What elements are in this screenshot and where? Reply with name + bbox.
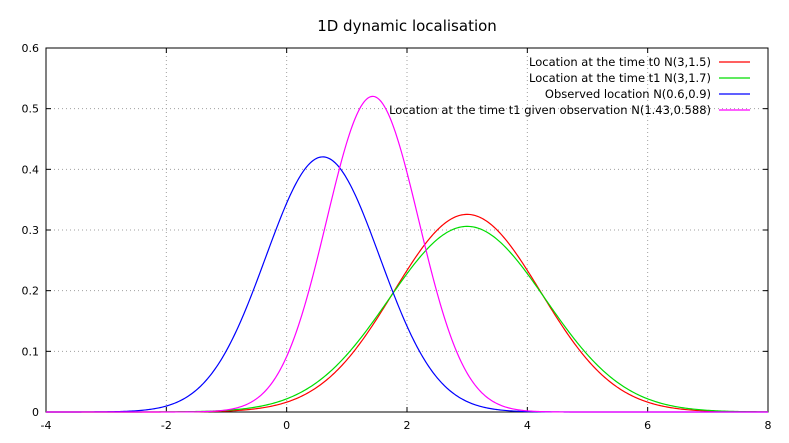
legend-label-3: Location at the time t1 given observatio… (389, 103, 711, 117)
series-lines (46, 95, 769, 413)
x-tick-label: -2 (161, 419, 172, 432)
legend-label-1: Location at the time t1 N(3,1.7) (529, 71, 711, 85)
y-tick-label: 0.5 (22, 103, 40, 116)
x-tick-label: 2 (404, 419, 411, 432)
legend: Location at the time t0 N(3,1.5) Location… (389, 55, 750, 117)
x-tick-label: 8 (765, 419, 772, 432)
series-line-3 (46, 95, 768, 413)
legend-label-2: Observed location N(0.6,0.9) (545, 87, 711, 101)
y-tick-label: 0.1 (22, 345, 40, 358)
x-tick-label: 4 (524, 419, 531, 432)
y-tick-label: 0.6 (22, 42, 40, 55)
legend-label-0: Location at the time t0 N(3,1.5) (529, 55, 711, 69)
y-tick-label: 0.2 (22, 285, 40, 298)
y-tick-label: 0.3 (22, 224, 40, 237)
x-tick-label: 0 (283, 419, 290, 432)
x-tick-label: -4 (41, 419, 52, 432)
grid (46, 48, 768, 412)
x-tick-label: 6 (644, 419, 651, 432)
y-tick-label: 0 (32, 406, 39, 419)
y-tick-label: 0.4 (22, 163, 40, 176)
chart-title: 1D dynamic localisation (317, 17, 497, 35)
